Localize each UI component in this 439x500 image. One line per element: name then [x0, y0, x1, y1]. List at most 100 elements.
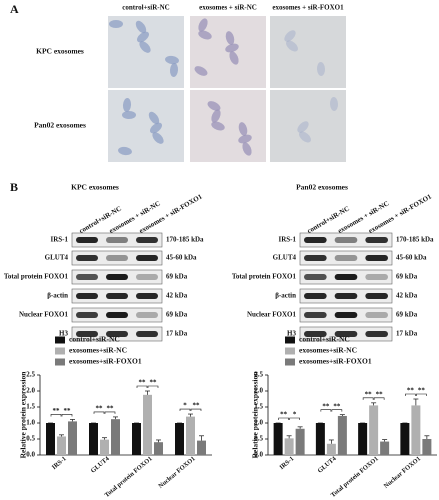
protein-label: GLUT4 — [273, 254, 297, 262]
band — [365, 237, 388, 243]
legend-label: control+siR-NC — [69, 335, 120, 344]
blot-strip — [71, 250, 163, 266]
significance-bracket — [50, 414, 62, 417]
band — [365, 255, 388, 261]
micrograph — [270, 16, 346, 88]
bar — [57, 436, 66, 455]
bar — [154, 442, 163, 455]
legend-swatch — [285, 336, 295, 344]
significance-bracket — [373, 397, 385, 400]
y-tick-label: 0.0 — [26, 451, 35, 459]
protein-size: 170-185 kDa — [166, 236, 204, 244]
cell — [284, 30, 296, 42]
legend-swatch — [285, 358, 295, 366]
protein-size: 69 kDa — [396, 311, 418, 319]
bar — [400, 423, 410, 455]
bar — [284, 438, 294, 455]
legend-swatch — [55, 358, 65, 366]
band — [304, 237, 327, 243]
significance-bracket — [136, 385, 148, 388]
protein-label: Nuclear FOXO1 — [247, 311, 297, 319]
protein-size: 45-60 kDa — [166, 254, 197, 262]
protein-size: 45-60 kDa — [396, 254, 427, 262]
protein-label: β-actin — [47, 292, 68, 300]
significance-label: * — [293, 411, 297, 419]
legend-label: exosomes+siR-NC — [299, 346, 357, 355]
band — [106, 293, 128, 299]
bar — [68, 421, 77, 455]
blot-title: Pan02 exosomes — [296, 183, 348, 192]
band — [76, 274, 98, 280]
band — [76, 237, 98, 243]
cell — [198, 30, 212, 40]
cell — [207, 101, 221, 111]
cell — [139, 41, 151, 53]
significance-label: ** — [418, 387, 426, 395]
legend-swatch — [55, 336, 65, 344]
band — [365, 274, 388, 280]
significance-bracket — [179, 408, 191, 412]
x-tick-label: GLUT4 — [90, 455, 112, 475]
bar — [100, 439, 109, 455]
legend-swatch — [55, 347, 65, 355]
band — [106, 255, 128, 261]
significance-label: ** — [107, 405, 115, 413]
band — [136, 255, 158, 261]
bar — [273, 423, 283, 455]
significance-label: ** — [322, 402, 330, 410]
cell — [122, 98, 132, 112]
cell — [198, 18, 208, 32]
bar — [295, 428, 305, 455]
bar — [326, 443, 336, 455]
y-axis-label: Relative protein expression — [251, 371, 260, 459]
band — [304, 293, 327, 299]
significance-bracket — [362, 397, 374, 400]
bar — [337, 415, 347, 455]
band — [365, 293, 388, 299]
y-tick-label: 2.5 — [254, 371, 263, 379]
significance-label: ** — [96, 405, 104, 413]
y-tick-label: 2.0 — [26, 387, 35, 395]
significance-bracket — [320, 409, 332, 412]
x-tick-label: Total protein FOXO1 — [330, 455, 380, 499]
cell — [169, 63, 179, 77]
legend-swatch — [285, 347, 295, 355]
band — [136, 312, 158, 318]
band — [106, 312, 128, 318]
protein-label: Total protein FOXO1 — [4, 273, 69, 281]
protein-size: 170-185 kDa — [396, 236, 434, 244]
bar — [369, 405, 379, 455]
micrograph — [270, 90, 346, 162]
cell — [225, 43, 239, 53]
significance-label: ** — [150, 379, 158, 387]
significance-label: ** — [53, 407, 61, 415]
panel-label: A — [10, 2, 19, 16]
legend-label: exosomes+siR-FOXO1 — [69, 357, 142, 366]
protein-label: Total protein FOXO1 — [232, 273, 297, 281]
blot-title: KPC exosomes — [71, 183, 119, 192]
bar — [197, 440, 206, 455]
protein-label: H3 — [59, 330, 68, 338]
blot-strip — [299, 250, 393, 266]
column-header: control+siR-NC — [122, 4, 169, 12]
band — [365, 312, 388, 318]
significance-label: ** — [376, 390, 384, 398]
micrograph — [190, 90, 266, 162]
y-tick-label: 2.0 — [254, 387, 263, 395]
legend-label: control+siR-NC — [299, 335, 350, 344]
band — [76, 312, 98, 318]
band — [136, 274, 158, 280]
band — [76, 331, 98, 337]
protein-size: 42 kDa — [396, 292, 418, 300]
y-tick-label: 1.5 — [26, 403, 35, 411]
bar — [46, 423, 55, 455]
row-label: Pan02 exosomes — [34, 121, 86, 130]
legend-label: exosomes+siR-FOXO1 — [299, 357, 372, 366]
bar — [411, 405, 421, 455]
protein-size: 69 kDa — [396, 273, 418, 281]
band — [76, 293, 98, 299]
cell — [150, 122, 162, 134]
cell — [229, 51, 239, 65]
band — [136, 237, 158, 243]
